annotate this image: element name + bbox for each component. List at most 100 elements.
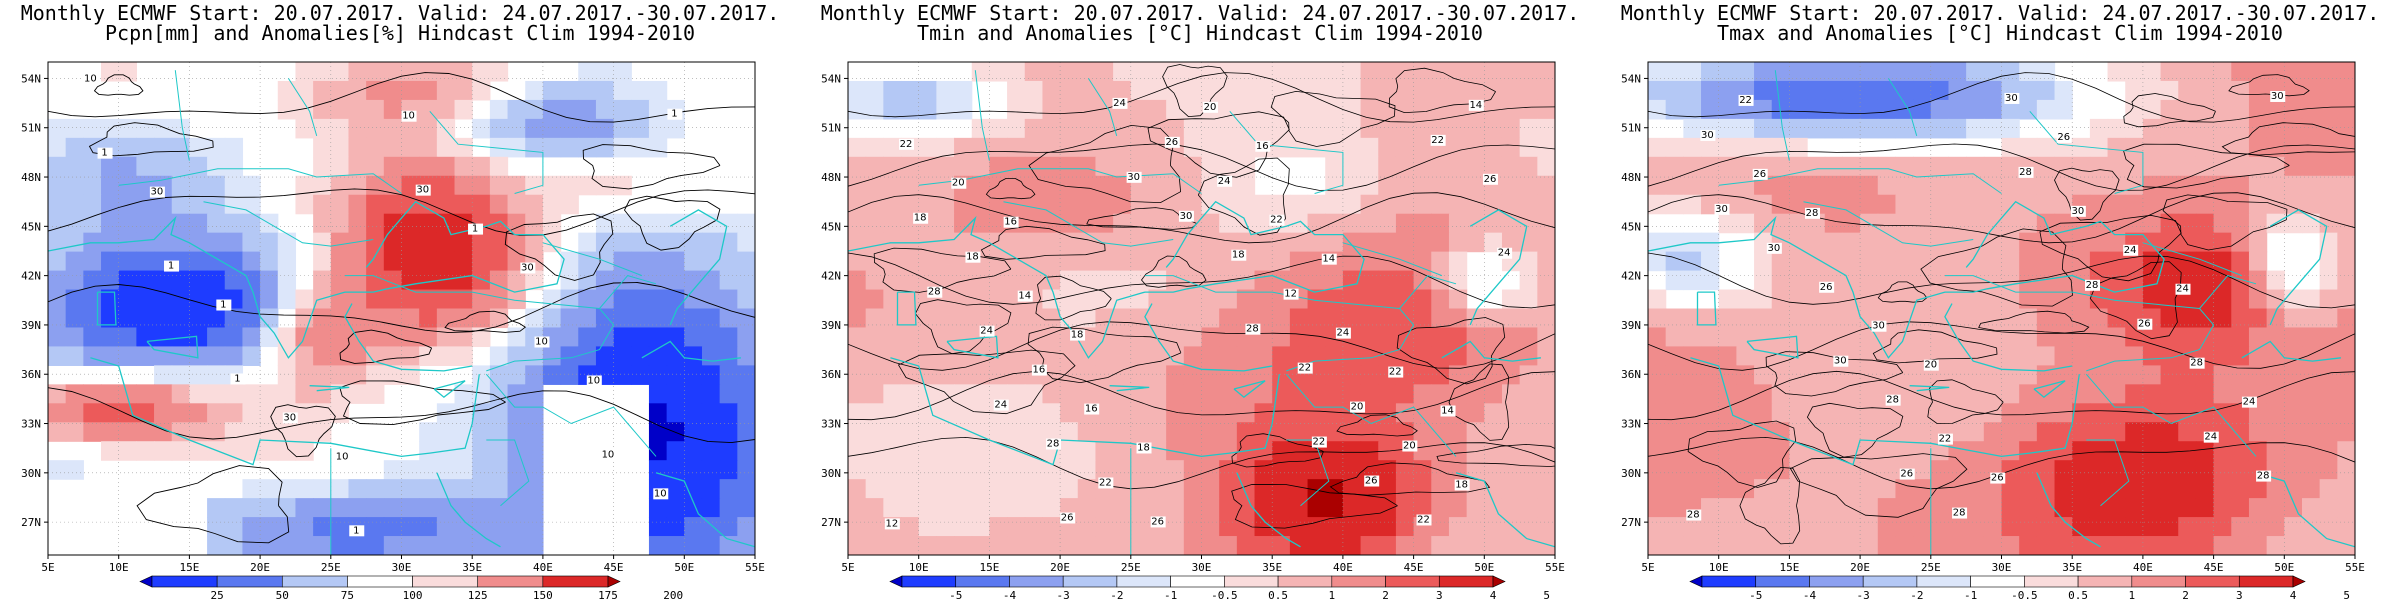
contour-label: 1 — [168, 261, 174, 272]
field-cell — [1789, 460, 1808, 480]
contour-label: 1 — [220, 300, 226, 311]
field-cell — [101, 441, 120, 461]
field-cell — [1077, 536, 1097, 555]
field-cell — [1736, 308, 1755, 329]
field-cell — [1789, 441, 1808, 461]
field-cell — [1395, 118, 1415, 139]
field-cell — [1718, 62, 1737, 82]
field-cell — [242, 517, 261, 537]
field-cell — [684, 308, 703, 329]
field-cell — [1378, 62, 1397, 82]
contour-label: 22 — [1099, 477, 1112, 488]
y-tick-label: 45N — [821, 220, 841, 233]
field-cell — [865, 517, 884, 537]
field-cell — [419, 213, 438, 234]
field-cell — [1948, 251, 1967, 272]
field-cell — [1701, 80, 1720, 101]
field-cell — [918, 308, 937, 329]
field-cell — [848, 517, 867, 537]
field-cell — [330, 479, 350, 499]
field-cell — [1378, 403, 1397, 423]
field-cell — [1519, 327, 1538, 348]
field-cell — [954, 289, 973, 310]
field-cell — [1095, 175, 1114, 196]
field-cell — [472, 232, 491, 253]
field-cell — [2001, 460, 2020, 480]
field-cell — [1254, 479, 1273, 499]
field-cell — [848, 498, 867, 518]
field-cell — [1148, 99, 1167, 120]
field-cell — [48, 460, 67, 480]
contour-label: 26 — [1365, 476, 1378, 487]
field-cell — [1360, 460, 1379, 480]
field-cell — [2248, 365, 2268, 385]
field-cell — [1413, 384, 1432, 404]
field-cell — [2125, 194, 2144, 215]
field-cell — [701, 403, 721, 423]
field-cell — [2337, 80, 2355, 101]
field-cell — [2089, 118, 2109, 139]
field-cell — [1183, 365, 1203, 385]
field-cell — [242, 403, 261, 423]
field-cell — [1272, 498, 1291, 518]
field-cell — [1431, 80, 1450, 101]
contour-label: 30 — [2005, 93, 2018, 104]
field-cell — [1289, 308, 1309, 329]
contour-labels: 2022242628242630282422262830262830283026… — [1686, 90, 2286, 521]
field-cell — [1219, 308, 1238, 329]
field-cell — [1166, 175, 1185, 196]
field-cell — [472, 498, 491, 518]
field-cell — [1236, 308, 1256, 329]
x-tick-label: 35E — [1262, 561, 1282, 574]
field-cell — [1448, 80, 1468, 101]
field-cell — [348, 479, 367, 499]
field-cell — [1824, 213, 1844, 234]
field-cell — [848, 156, 867, 177]
x-tick-label: 50E — [674, 561, 694, 574]
field-cell — [348, 384, 367, 404]
contour-line — [2123, 143, 2290, 189]
contour-line — [848, 321, 1555, 371]
field-cell — [1219, 422, 1238, 442]
field-cell — [1378, 289, 1397, 310]
field-cell — [525, 479, 544, 499]
field-cell — [277, 232, 297, 253]
field-cell — [1824, 194, 1844, 215]
field-cell — [936, 498, 955, 518]
field-cell — [2319, 479, 2338, 499]
coastline — [1455, 472, 1555, 548]
field-cell — [1024, 232, 1044, 253]
field-cell — [2213, 137, 2232, 158]
field-cell — [1860, 194, 1879, 215]
contour-line — [1336, 414, 1418, 437]
field-cell — [971, 384, 991, 404]
contour-label: 30 — [1767, 243, 1780, 254]
field-cell — [2319, 270, 2338, 291]
field-cell — [2301, 346, 2321, 366]
field-cell — [1024, 422, 1044, 442]
field-cell — [1484, 460, 1503, 480]
field-cell — [489, 365, 509, 385]
field-cell — [2319, 460, 2338, 480]
field-cell — [1895, 498, 1914, 518]
field-cell — [936, 80, 955, 101]
field-cell — [631, 232, 650, 253]
field-cell — [525, 213, 544, 234]
field-cell — [436, 175, 456, 196]
field-cell — [1930, 517, 1950, 537]
field-cell — [224, 232, 244, 253]
field-cell — [1683, 460, 1702, 480]
colorbar-arrow-right — [2292, 575, 2306, 588]
field-cell — [260, 384, 279, 404]
x-tick-label: 45E — [2204, 561, 2224, 574]
field-cell — [2107, 118, 2126, 139]
field-cell — [489, 213, 509, 234]
field-cell — [1431, 422, 1450, 442]
field-cell — [2054, 346, 2073, 366]
field-cell — [1378, 536, 1397, 555]
field-cell — [1077, 118, 1097, 139]
contour-label: 20 — [1403, 441, 1416, 452]
field-cell — [1736, 175, 1755, 196]
field-cell — [737, 384, 755, 404]
field-cell — [1060, 251, 1079, 272]
